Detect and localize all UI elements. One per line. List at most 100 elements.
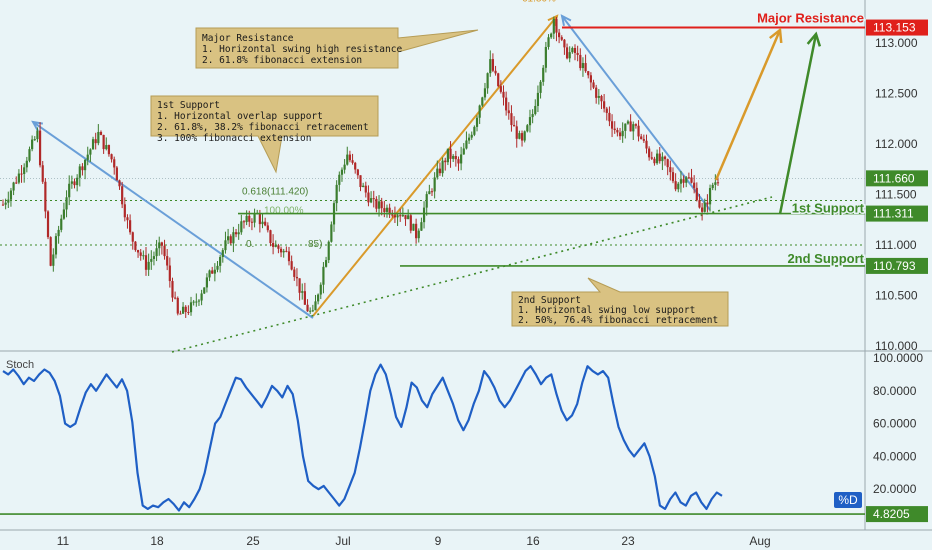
- candle-body: [319, 284, 322, 295]
- stoch-d-line: [2, 363, 723, 512]
- candle-body: [28, 149, 31, 161]
- candle-body: [306, 304, 309, 312]
- candle-body: [121, 186, 124, 205]
- candle-body: [563, 39, 566, 48]
- callout-line: 1. Horizontal swing low support: [518, 305, 695, 316]
- candle-body: [457, 159, 460, 164]
- candle-body: [515, 126, 518, 139]
- candle-body: [507, 110, 510, 114]
- candle-body: [595, 87, 598, 98]
- candle-body: [295, 276, 299, 279]
- candle-body: [253, 213, 256, 223]
- candle-body: [475, 117, 479, 127]
- stoch-tick-label: 100.0000: [873, 351, 923, 365]
- candle-body: [54, 236, 58, 255]
- callout-line: 2. 61.8%, 38.2% fibonacci retracement: [157, 122, 369, 133]
- candle-body: [285, 250, 288, 252]
- candle-body: [272, 243, 275, 247]
- candle-body: [560, 37, 563, 40]
- candle-body: [86, 154, 89, 160]
- candle-body: [20, 173, 23, 175]
- projection-arrows: [714, 27, 822, 215]
- candle-body: [677, 183, 680, 190]
- candle-body: [179, 313, 182, 315]
- candle-body: [364, 185, 367, 193]
- candle-body: [224, 240, 227, 251]
- candle-body: [78, 166, 81, 178]
- candle-body: [377, 201, 381, 209]
- candle-body: [234, 232, 238, 235]
- dotted-trendline: [171, 196, 773, 353]
- candle-body: [605, 108, 608, 113]
- candle-body: [49, 237, 52, 266]
- callout-box: [150, 95, 379, 174]
- candle-body: [711, 184, 714, 189]
- candle-body: [375, 198, 378, 209]
- candle-body: [422, 207, 426, 223]
- candle-body: [481, 97, 484, 106]
- orange-leg-line: [312, 15, 558, 317]
- fib-label: 0.618(111.420): [242, 187, 308, 198]
- candle-body: [579, 54, 582, 69]
- candle-body: [166, 256, 169, 266]
- candle-body: [123, 204, 126, 218]
- candle-body: [211, 270, 214, 274]
- series-badge: [834, 492, 862, 508]
- fib-label: 85): [308, 239, 322, 250]
- candle-body: [695, 187, 698, 201]
- candle-body: [573, 48, 577, 53]
- candle-body: [136, 250, 140, 253]
- candle-body: [467, 137, 471, 141]
- trend-lines: [31, 14, 773, 353]
- candle-body: [346, 154, 349, 165]
- candle-body: [499, 86, 502, 92]
- callout-line: 1. Horizontal swing high resistance: [202, 44, 402, 55]
- price-tick-label: 111.500: [875, 188, 917, 202]
- candle-body: [356, 169, 359, 176]
- candle-body: [409, 215, 412, 231]
- price-tick-label: 110.000: [875, 339, 918, 353]
- candle-body: [367, 192, 370, 203]
- candle-body: [205, 277, 209, 288]
- candle-body: [470, 134, 473, 138]
- candle-body: [685, 177, 688, 183]
- candle-body: [587, 71, 590, 76]
- callout-title: Major Resistance: [202, 33, 294, 44]
- candle-body: [65, 197, 68, 210]
- candle-body: [669, 167, 672, 173]
- candle-body: [621, 130, 624, 137]
- candle-body: [335, 184, 338, 204]
- candle-body: [645, 140, 648, 149]
- candle-body: [372, 198, 375, 200]
- stoch-value-label: 4.8205: [873, 507, 910, 521]
- candle-body: [584, 63, 587, 72]
- price-tick-label: 112.500: [875, 87, 918, 101]
- callout-line: 1. Horizontal overlap support: [157, 111, 323, 122]
- candle-body: [62, 209, 66, 219]
- candle-body: [314, 301, 317, 311]
- time-tick-label: 11: [57, 534, 70, 548]
- candle-body: [444, 160, 447, 163]
- candle-body: [189, 302, 193, 313]
- candle-body: [195, 301, 198, 303]
- candle-body: [417, 230, 420, 239]
- candle-body: [91, 139, 95, 150]
- candle-body: [661, 156, 664, 162]
- candle-body: [324, 260, 328, 267]
- candle-body: [1, 204, 5, 206]
- blue-leg-line: [32, 121, 314, 319]
- candle-body: [311, 310, 314, 312]
- candle-body: [9, 190, 13, 200]
- candle-body: [81, 166, 84, 171]
- candle-body: [693, 182, 696, 188]
- candle-body: [687, 177, 690, 179]
- candle-body: [407, 215, 410, 220]
- candle-body: [240, 221, 243, 233]
- candle-body: [23, 167, 26, 174]
- candle-body: [716, 182, 720, 184]
- candle-body: [626, 121, 630, 124]
- candle-body: [160, 242, 163, 246]
- candle-body: [393, 215, 397, 218]
- candle-body: [642, 139, 645, 141]
